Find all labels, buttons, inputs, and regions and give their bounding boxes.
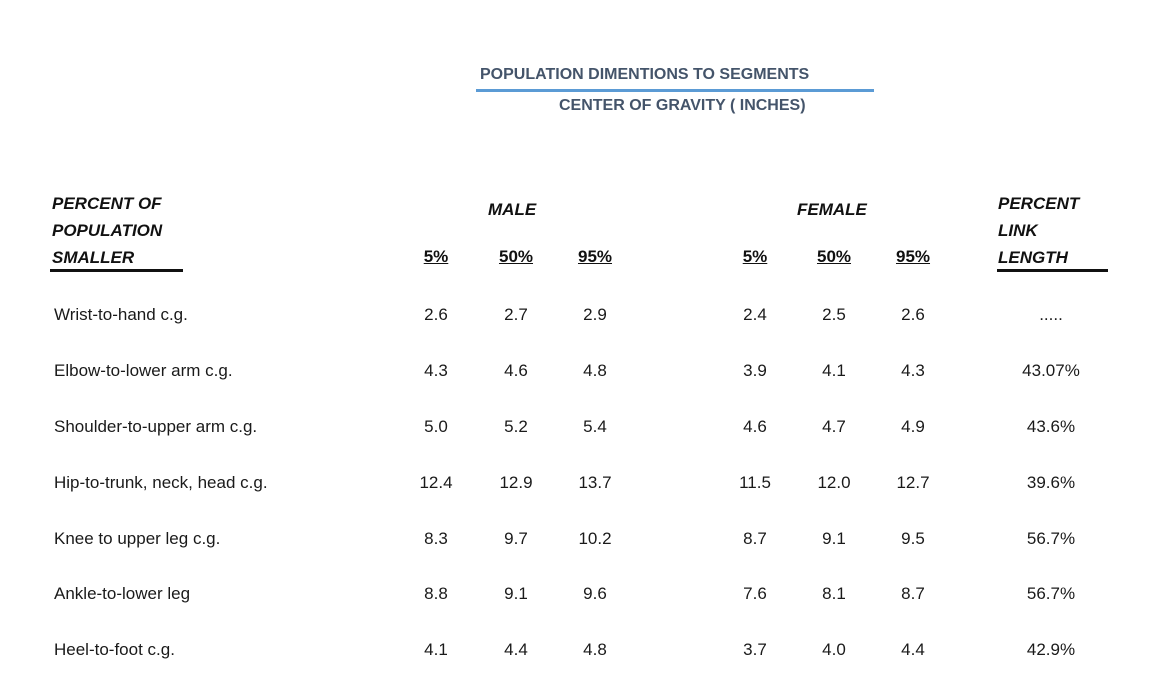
header-percent-population-line-1: PERCENT OF bbox=[52, 194, 162, 213]
header-link-line-3: LENGTH bbox=[998, 248, 1068, 267]
header-female-95: 95% bbox=[895, 247, 931, 266]
cell-female-50: 12.0 bbox=[817, 473, 851, 492]
header-percent-population-line-3: SMALLER bbox=[52, 248, 135, 267]
cell-female-50: 9.1 bbox=[822, 529, 846, 548]
cell-female-95: 12.7 bbox=[896, 473, 930, 492]
cell-male-95: 5.4 bbox=[583, 417, 607, 436]
row-label-knee: Knee to upper leg c.g. bbox=[54, 529, 221, 548]
row-label-ankle: Ankle-to-lower leg bbox=[54, 584, 191, 603]
cell-male-5: 5.0 bbox=[424, 417, 448, 436]
cell-male-5: 2.6 bbox=[424, 305, 448, 324]
cell-male-95: 2.9 bbox=[583, 305, 607, 324]
cell-male-5: 8.8 bbox=[424, 584, 448, 603]
cell-male-50: 9.1 bbox=[504, 584, 528, 603]
header-male-95: 95% bbox=[577, 247, 613, 266]
document-subtitle: CENTER OF GRAVITY ( INCHES) bbox=[559, 97, 806, 114]
cell-male-95: 9.6 bbox=[583, 584, 607, 603]
row-label-hip: Hip-to-trunk, neck, head c.g. bbox=[54, 473, 268, 492]
cell-female-5: 2.4 bbox=[743, 305, 767, 324]
header-link-line-2: LINK bbox=[998, 221, 1038, 240]
cell-female-95: 4.9 bbox=[901, 417, 925, 436]
header-link-line-1: PERCENT bbox=[998, 194, 1080, 213]
header-percent-population-line-2: POPULATION bbox=[52, 221, 163, 240]
cell-male-5: 4.3 bbox=[424, 361, 448, 380]
cell-female-95: 9.5 bbox=[901, 529, 925, 548]
row-label-heel: Heel-to-foot c.g. bbox=[54, 640, 175, 659]
row-label-shoulder: Shoulder-to-upper arm c.g. bbox=[54, 417, 258, 436]
cell-link-length: ..... bbox=[1039, 305, 1063, 324]
cell-female-95: 2.6 bbox=[901, 305, 925, 324]
cell-female-50: 4.7 bbox=[822, 417, 846, 436]
cell-female-5: 3.9 bbox=[743, 361, 767, 380]
header-male-5: 5% bbox=[423, 247, 449, 266]
cell-link-length: 39.6% bbox=[1026, 473, 1076, 492]
cell-female-5: 7.6 bbox=[743, 584, 767, 603]
header-percent-link-length: PERCENT LINK LENGTH bbox=[998, 190, 1079, 271]
cell-link-length: 43.6% bbox=[1026, 417, 1076, 436]
header-male: MALE bbox=[488, 200, 537, 219]
document-title: POPULATION DIMENTIONS TO SEGMENTS bbox=[480, 66, 810, 83]
header-rule-right bbox=[997, 269, 1108, 272]
cell-male-5: 8.3 bbox=[424, 529, 448, 548]
row-label-elbow: Elbow-to-lower arm c.g. bbox=[54, 361, 233, 380]
cell-female-50: 8.1 bbox=[822, 584, 846, 603]
cell-link-length: 42.9% bbox=[1026, 640, 1076, 659]
cell-female-95: 8.7 bbox=[901, 584, 925, 603]
cell-link-length: 56.7% bbox=[1026, 584, 1076, 603]
cell-male-50: 5.2 bbox=[504, 417, 528, 436]
cell-male-50: 2.7 bbox=[504, 305, 528, 324]
row-label-wrist: Wrist-to-hand c.g. bbox=[54, 305, 188, 324]
cell-male-50: 4.6 bbox=[504, 361, 528, 380]
cell-male-50: 4.4 bbox=[504, 640, 528, 659]
cell-male-95: 4.8 bbox=[583, 361, 607, 380]
cell-male-95: 13.7 bbox=[578, 473, 612, 492]
header-male-50: 50% bbox=[498, 247, 534, 266]
cell-male-95: 10.2 bbox=[578, 529, 612, 548]
cell-male-95: 4.8 bbox=[583, 640, 607, 659]
cell-female-50: 4.1 bbox=[822, 361, 846, 380]
cell-female-5: 8.7 bbox=[743, 529, 767, 548]
cell-link-length: 43.07% bbox=[1022, 361, 1080, 380]
cell-male-50: 12.9 bbox=[499, 473, 533, 492]
cell-link-length: 56.7% bbox=[1026, 529, 1076, 548]
header-female-50: 50% bbox=[816, 247, 852, 266]
header-percent-population: PERCENT OF POPULATION SMALLER bbox=[52, 190, 162, 271]
cell-female-5: 11.5 bbox=[739, 473, 771, 492]
header-rule-left bbox=[50, 269, 183, 272]
cell-female-50: 2.5 bbox=[822, 305, 846, 324]
cell-female-5: 3.7 bbox=[743, 640, 767, 659]
header-female: FEMALE bbox=[797, 200, 867, 219]
header-female-5: 5% bbox=[742, 247, 768, 266]
cell-female-50: 4.0 bbox=[822, 640, 846, 659]
cell-male-50: 9.7 bbox=[504, 529, 528, 548]
cell-female-5: 4.6 bbox=[743, 417, 767, 436]
cell-male-5: 12.4 bbox=[419, 473, 453, 492]
cell-female-95: 4.3 bbox=[901, 361, 925, 380]
cell-male-5: 4.1 bbox=[424, 640, 448, 659]
cell-female-95: 4.4 bbox=[901, 640, 925, 659]
title-underline bbox=[476, 89, 874, 92]
